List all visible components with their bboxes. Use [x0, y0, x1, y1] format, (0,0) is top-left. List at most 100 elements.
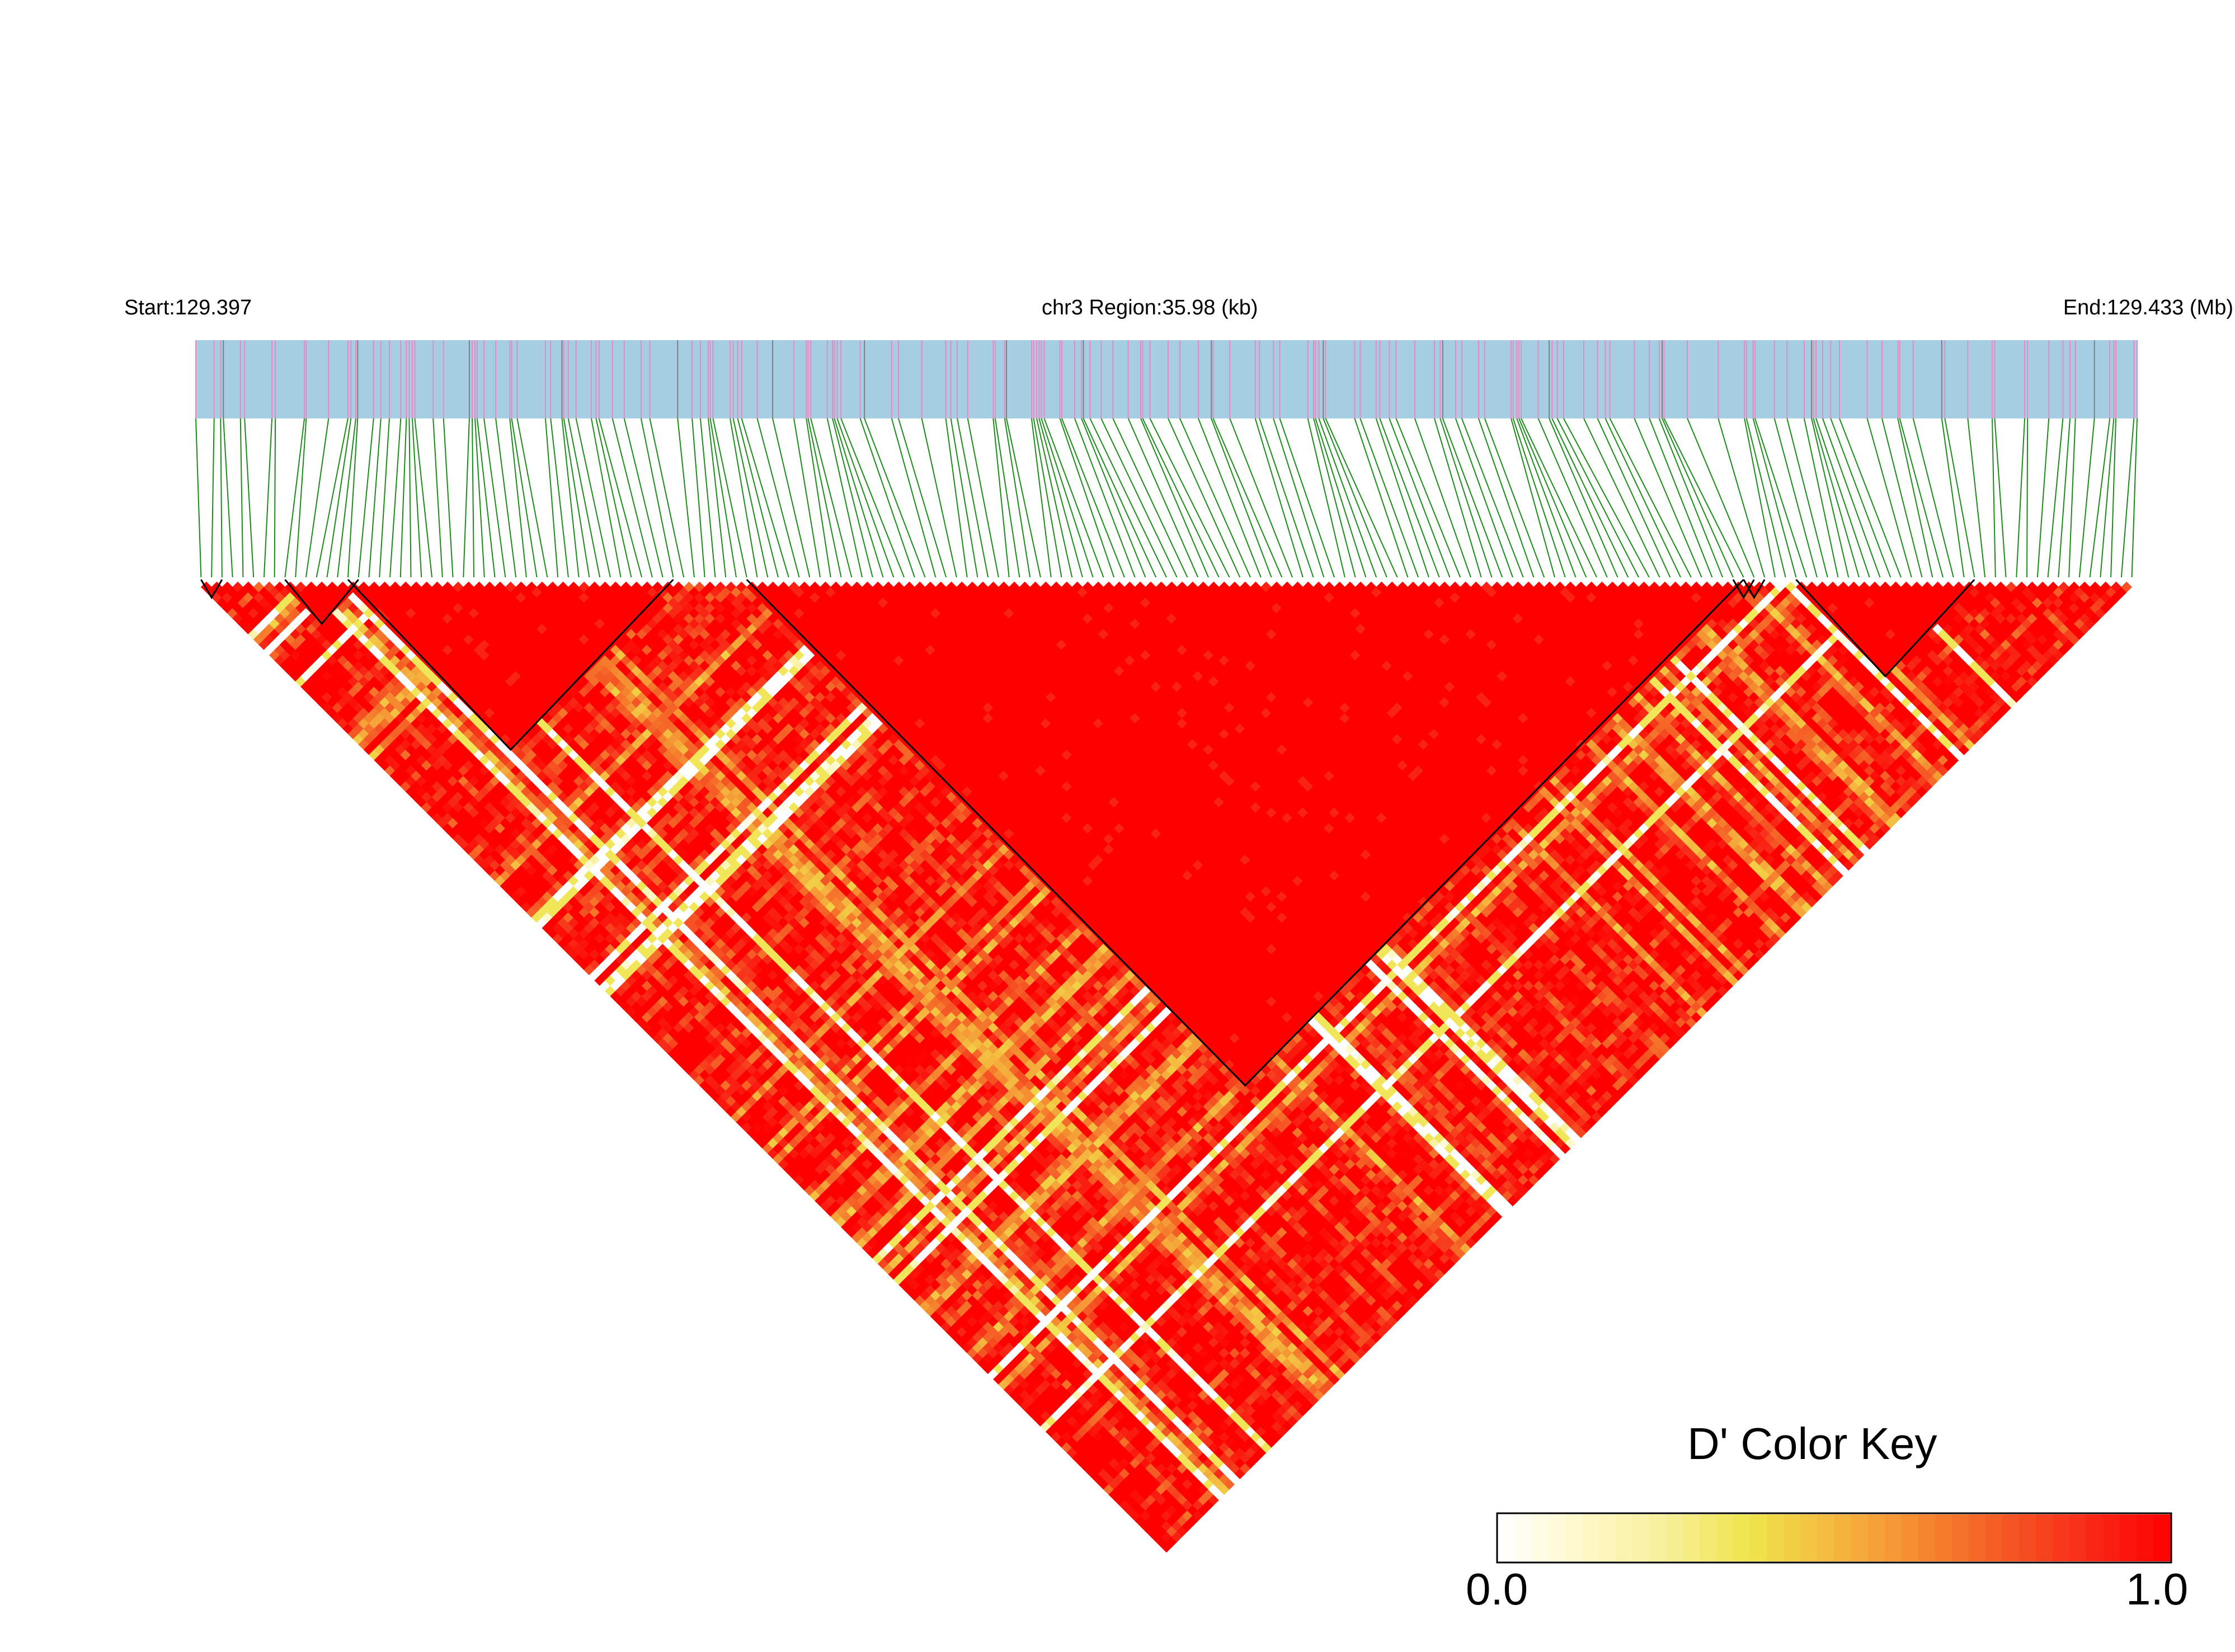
- snp-connector: [640, 418, 674, 578]
- snp-connector: [544, 418, 559, 578]
- snp-connector: [483, 418, 506, 578]
- snp-connector: [945, 418, 968, 578]
- snp-connector: [2089, 418, 2111, 578]
- snp-connector: [1273, 418, 1325, 578]
- snp-connector: [1168, 418, 1241, 578]
- snp-connector: [649, 418, 685, 578]
- snp-connector: [1516, 418, 1577, 578]
- snp-connector: [316, 418, 349, 578]
- snp-connector: [1484, 418, 1545, 578]
- snp-connector: [476, 418, 496, 578]
- snp-connector: [1325, 418, 1398, 578]
- snp-connector: [1899, 418, 1944, 578]
- snp-connector: [836, 418, 895, 578]
- snp-connector: [2016, 418, 2026, 578]
- snp-connector: [1786, 418, 1828, 578]
- snp-connector: [1718, 418, 1766, 578]
- snp-connector: [2120, 418, 2135, 578]
- snp-connector: [957, 418, 989, 578]
- snp-connector: [1254, 418, 1304, 578]
- snp-connector: [463, 418, 470, 578]
- snp-connector: [443, 418, 454, 578]
- snp-connector: [826, 418, 863, 578]
- snp-connector: [1941, 418, 1965, 578]
- snp-connector: [1649, 418, 1713, 578]
- snp-connector: [495, 418, 517, 578]
- snp-connector: [832, 418, 873, 578]
- snp-connector: [511, 418, 538, 578]
- snp-connector: [1004, 418, 1031, 578]
- snp-connector: [1083, 418, 1157, 578]
- snp-connector: [1967, 418, 1986, 578]
- snp-connector: [1074, 418, 1136, 578]
- snp-connector: [1583, 418, 1660, 578]
- snp-connector: [1359, 418, 1419, 578]
- snp-connector: [840, 418, 905, 578]
- snp-connector: [1389, 418, 1451, 578]
- snp-connector: [1478, 418, 1535, 578]
- snp-connector: [1518, 418, 1587, 578]
- snp-connector: [864, 418, 926, 578]
- snp-connector: [1511, 418, 1555, 578]
- snp-connector: [2078, 418, 2095, 578]
- snp-connector: [950, 418, 978, 578]
- snp-connector: [859, 418, 915, 578]
- snp-connector: [1379, 418, 1440, 578]
- snp-connector: [1354, 418, 1409, 578]
- snp-connector: [1036, 418, 1073, 578]
- snp-connector: [1912, 418, 1954, 578]
- snp-connector: [1866, 418, 1912, 578]
- snp-connector-lines: [195, 418, 2138, 578]
- snp-connector: [411, 418, 422, 578]
- snp-connector: [263, 418, 273, 578]
- snp-connector: [347, 418, 359, 578]
- snp-connector: [1229, 418, 1293, 578]
- snp-connector: [1439, 418, 1493, 578]
- snp-connector: [1521, 418, 1597, 578]
- snp-connector: [337, 418, 356, 578]
- snp-connector: [712, 418, 747, 578]
- snp-connector: [756, 418, 800, 578]
- snp-connector: [1839, 418, 1902, 578]
- snp-connector: [368, 418, 382, 578]
- snp-connector: [561, 418, 580, 578]
- snp-connector: [807, 418, 842, 578]
- snp-connector: [793, 418, 821, 578]
- snp-connector: [1313, 418, 1356, 578]
- snp-connector: [1687, 418, 1755, 578]
- snp-connector: [550, 418, 569, 578]
- snp-connector: [1461, 418, 1524, 578]
- snp-connector: [1822, 418, 1881, 578]
- snp-connector: [1549, 418, 1618, 578]
- snp-connector: [1830, 418, 1891, 578]
- snp-connector: [921, 418, 957, 578]
- snp-connector: [1663, 418, 1744, 578]
- snp-connector: [737, 418, 779, 578]
- snp-connector: [1815, 418, 1870, 578]
- snp-connector: [891, 418, 937, 578]
- snp-connector: [1081, 418, 1146, 578]
- snp-connector: [2110, 418, 2117, 578]
- snp-connector: [1556, 418, 1639, 578]
- snp-connector: [967, 418, 999, 578]
- snp-connector: [1414, 418, 1471, 578]
- snp-connector: [994, 418, 1020, 578]
- snp-connector: [239, 418, 244, 578]
- snp-connector: [1881, 418, 1923, 578]
- snp-connector: [1658, 418, 1724, 578]
- snp-connector: [1745, 418, 1786, 578]
- snp-connector: [2058, 418, 2071, 578]
- snp-connector: [575, 418, 611, 578]
- snp-connector: [623, 418, 664, 578]
- snp-connector: [806, 418, 831, 578]
- snp-connector: [414, 418, 433, 578]
- snp-connector: [1512, 418, 1566, 578]
- snp-connector: [284, 418, 305, 578]
- snp-connector: [563, 418, 590, 578]
- snp-connector: [1041, 418, 1094, 578]
- snp-connector: [1944, 418, 1975, 578]
- snp-connector: [741, 418, 789, 578]
- snp-connector: [474, 418, 485, 578]
- snp-connector: [244, 418, 255, 578]
